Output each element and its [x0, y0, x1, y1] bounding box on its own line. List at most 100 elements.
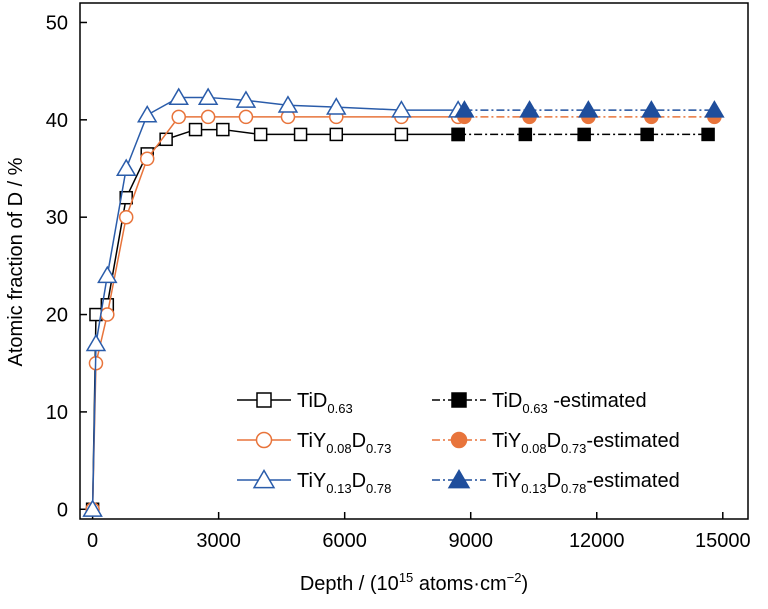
x-axis-title-sup: 15: [399, 570, 413, 585]
x-axis-title-sup2: −2: [507, 570, 522, 585]
data-point-square: [451, 127, 465, 142]
legend-label: TiD0.63 -estimated: [492, 390, 647, 416]
legend-entry-3: TiD0.63 -estimated: [432, 390, 647, 416]
data-point-square: [293, 127, 308, 142]
data-point-triangle: [136, 104, 158, 123]
series-line: [91, 128, 459, 510]
data-point-square: [701, 127, 715, 142]
series-1: [85, 109, 466, 517]
legend-label: TiY0.13D0.78: [297, 470, 391, 496]
legend-label-part: D: [352, 430, 366, 452]
series-line: [91, 96, 459, 510]
x-tick-label: 15000: [695, 530, 751, 552]
series-0: [85, 122, 465, 517]
data-point-square: [256, 392, 272, 408]
axis-ticks: 0 3000 6000 9000 12000 15000 0 10 20 30 40 50: [46, 12, 751, 552]
data-point-circle: [200, 109, 216, 125]
y-axis-title: Atomic fraction of D / %: [5, 157, 27, 366]
x-tick-label: 3000: [196, 530, 241, 552]
series-5: [454, 100, 725, 118]
legend-label-subscript: 0.13: [326, 481, 351, 496]
legend-label-part: TiY: [492, 430, 521, 452]
data-point-square: [577, 127, 591, 142]
legend-label: TiY0.08D0.73: [297, 430, 391, 456]
data-point-square: [253, 127, 268, 142]
data-point-square: [216, 122, 230, 137]
legend-label: TiD0.63: [297, 390, 353, 416]
y-tick-label: 30: [46, 207, 68, 229]
data-point-triangle: [82, 499, 103, 517]
data-point-triangle: [85, 333, 107, 352]
series-layer: [82, 87, 725, 517]
legend-label-subscript: 0.13: [521, 481, 546, 496]
data-point-square: [640, 127, 654, 142]
data-point-triangle: [252, 469, 276, 489]
data-point-triangle: [519, 100, 540, 118]
data-point-triangle: [277, 95, 299, 113]
x-tick-label: 6000: [322, 530, 367, 552]
data-point-square: [188, 122, 203, 137]
x-tick-label: 0: [87, 530, 98, 552]
data-point-square: [119, 190, 133, 205]
series-line: [91, 116, 459, 510]
legend-entry-1: TiY0.08D0.73: [237, 430, 391, 456]
data-point-triangle: [578, 100, 599, 118]
data-point-square: [329, 127, 344, 142]
data-point-triangle: [197, 87, 219, 105]
data-point-circle: [255, 431, 273, 449]
data-point-triangle: [391, 100, 412, 118]
legend-label-subscript: 0.73: [366, 441, 391, 456]
x-tick-label: 9000: [448, 530, 493, 552]
y-tick-label: 40: [46, 110, 68, 132]
data-point-circle: [100, 307, 115, 322]
x-axis-title-tail: atoms·cm: [413, 573, 506, 595]
plot-frame: [79, 2, 749, 520]
data-point-circle: [238, 109, 254, 125]
legend-label-subscript: 0.78: [366, 481, 391, 496]
legend-label-part: -estimated: [548, 390, 647, 412]
legend-label-subscript: 0.78: [561, 481, 586, 496]
legend-label-part: D: [352, 470, 366, 492]
legend-label-subscript: 0.73: [561, 441, 586, 456]
legend-label: TiY0.08D0.73-estimated: [492, 430, 680, 456]
legend-label-part: TiY: [297, 430, 326, 452]
data-point-square: [394, 127, 409, 142]
legend-label-part: D: [547, 470, 561, 492]
x-axis-title: Depth / (1015 atoms·cm−2): [300, 570, 528, 595]
data-point-triangle: [641, 100, 662, 118]
legend-label-part: -estimated: [586, 430, 679, 452]
data-point-square: [518, 127, 533, 142]
data-point-circle: [118, 209, 134, 225]
x-tick-label: 12000: [569, 530, 625, 552]
y-tick-label: 20: [46, 305, 68, 327]
legend-entry-2: TiY0.13D0.78: [237, 469, 391, 496]
legend-label-subscript: 0.63: [327, 401, 352, 416]
data-point-circle: [171, 109, 186, 125]
data-point-circle: [450, 431, 468, 449]
legend-label-part: -estimated: [586, 470, 679, 492]
legend-label-part: D: [547, 430, 561, 452]
legend-entry-0: TiD0.63: [237, 390, 353, 416]
data-point-triangle: [168, 87, 189, 105]
data-point-triangle: [235, 90, 257, 108]
y-tick-label: 10: [46, 402, 68, 424]
x-axis-title-close: ): [521, 573, 528, 595]
data-point-triangle: [704, 100, 725, 118]
legend-label-subscript: 0.08: [326, 441, 351, 456]
legend-entry-5: TiY0.13D0.78-estimated: [432, 469, 680, 496]
data-point-circle: [139, 151, 155, 167]
legend-entry-4: TiY0.08D0.73-estimated: [432, 430, 680, 456]
data-point-triangle: [447, 469, 471, 489]
legend-label-subscript: 0.63: [522, 401, 547, 416]
y-tick-label: 50: [46, 12, 68, 34]
legend-label-part: TiD: [297, 390, 327, 412]
data-point-triangle: [115, 158, 137, 177]
legend-label-part: TiY: [297, 470, 326, 492]
y-tick-label: 0: [57, 499, 68, 521]
series-3: [451, 127, 715, 142]
legend-label: TiY0.13D0.78-estimated: [492, 470, 680, 496]
x-axis-title-main: Depth / (10: [300, 573, 399, 595]
legend-label-part: TiD: [492, 390, 522, 412]
